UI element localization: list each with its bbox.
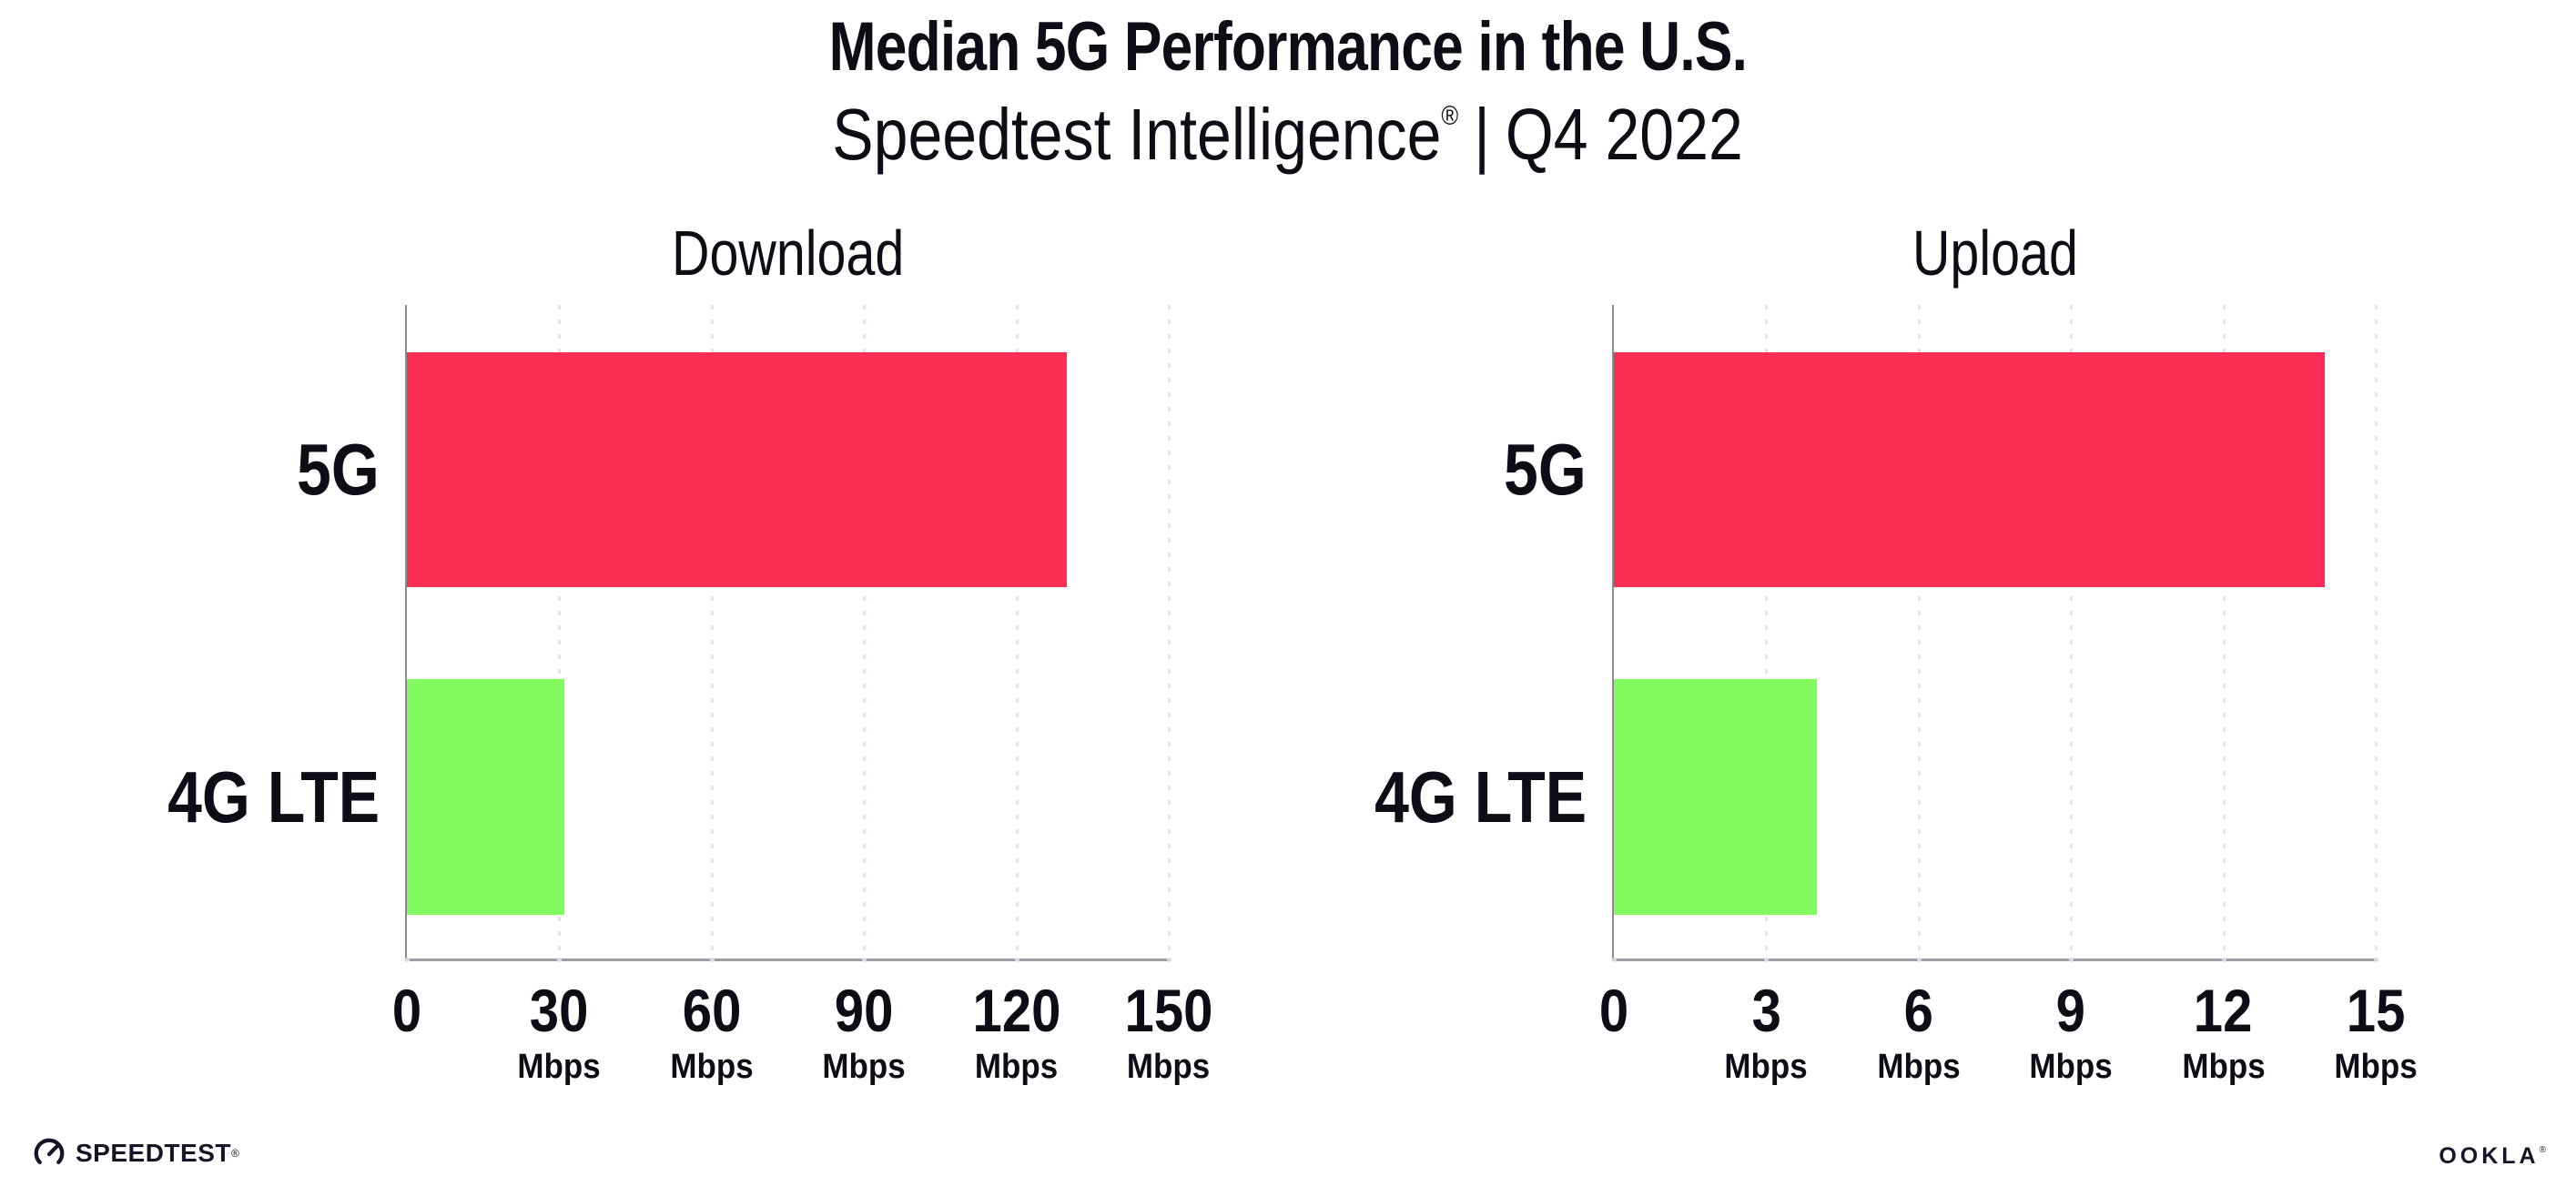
download-panel-title-text: Download (671, 218, 905, 289)
upload-panel-title: Upload (1614, 221, 2376, 285)
download-category-label-5g: 5G (282, 352, 380, 587)
registered-mark: ® (1441, 101, 1459, 131)
gridline (558, 305, 562, 959)
tick-value: 30 (530, 977, 589, 1044)
download-category-label-4g-lte: 4G LTE (130, 679, 380, 915)
tick-value: 0 (1598, 977, 1629, 1044)
speedtest-logo: SPEEDTEST ® (32, 1136, 239, 1171)
subtitle-product: Speedtest Intelligence (832, 94, 1442, 175)
download-chart: Download 5G 4G LTE 0 30 Mbps 60 Mbps 90 Mbps 12… (167, 221, 1212, 1084)
x-axis-tick-label: 9 Mbps (2026, 980, 2116, 1084)
tick-unit: Mbps (822, 1048, 906, 1086)
tick-mark (709, 958, 715, 962)
subtitle-separator: | (1474, 94, 1491, 175)
tick-value: 6 (1903, 977, 1933, 1044)
speedtest-wordmark: SPEEDTEST (76, 1139, 231, 1167)
tick-mark (2069, 958, 2074, 962)
tick-unit: Mbps (670, 1048, 754, 1086)
upload-bar-4g-lte (1614, 679, 1818, 915)
tick-mark (862, 958, 867, 962)
x-axis-tick-label: 12 Mbps (2178, 980, 2268, 1084)
gridline (1168, 305, 1171, 959)
tick-mark (1764, 958, 1770, 962)
x-axis-tick-label: 60 Mbps (666, 980, 756, 1084)
download-category-label-4g-lte-text: 4G LTE (167, 756, 380, 837)
download-category-label-5g-text: 5G (297, 429, 380, 510)
tick-mark (1916, 958, 1922, 962)
gridline (710, 305, 714, 959)
speedtest-gauge-icon (34, 1138, 65, 1169)
tick-value: 9 (2056, 977, 2086, 1044)
x-axis-tick-label: 6 Mbps (1873, 980, 1963, 1084)
subtitle-period: Q4 2022 (1506, 94, 1744, 175)
upload-category-label-5g-text: 5G (1504, 429, 1587, 510)
page-title: Median 5G Performance in the U.S. (0, 13, 2576, 82)
upload-category-label-5g: 5G (1489, 352, 1587, 587)
tick-value: 60 (682, 977, 742, 1044)
tick-value: 12 (2194, 977, 2253, 1044)
tick-mark (2221, 958, 2226, 962)
tick-value: 90 (834, 977, 894, 1044)
tick-unit: Mbps (1724, 1048, 1809, 1086)
tick-unit (1597, 1050, 1631, 1084)
gridline (2222, 305, 2226, 959)
x-axis-tick-label: 120 Mbps (967, 980, 1067, 1084)
x-axis-tick-label: 3 Mbps (1721, 980, 1811, 1084)
tick-unit: Mbps (2334, 1048, 2418, 1086)
upload-panel-title-text: Upload (1912, 218, 2078, 289)
download-bar-4g-lte (407, 679, 564, 915)
download-bar-5g (407, 352, 1068, 587)
tick-value: 3 (1751, 977, 1781, 1044)
upload-bar-5g (1614, 352, 2326, 587)
gridline (1917, 305, 1921, 959)
ookla-logo: OOKLA® (2439, 1143, 2546, 1170)
ookla-wordmark: OOKLA (2439, 1143, 2540, 1169)
tick-value: 15 (2346, 977, 2406, 1044)
tick-value: 0 (391, 977, 422, 1044)
tick-value: 150 (1124, 977, 1213, 1044)
x-axis-tick-label: 0 (1597, 980, 1631, 1084)
page-subtitle-text: Speedtest Intelligence® | Q4 2022 (833, 98, 1743, 171)
tick-mark (557, 958, 563, 962)
upload-chart: Upload 5G 4G LTE 0 3 Mbps 6 Mbps 9 Mbps 12 Mbps 1… (1374, 221, 2418, 1084)
page-subtitle: Speedtest Intelligence® | Q4 2022 (0, 98, 2576, 171)
tick-unit: Mbps (2181, 1048, 2266, 1086)
speedtest-registered-mark: ® (230, 1147, 239, 1160)
gridline (863, 305, 867, 959)
x-axis-tick-label: 150 Mbps (1119, 980, 1219, 1084)
tick-unit: Mbps (517, 1048, 602, 1086)
tick-mark (1014, 958, 1019, 962)
chart-header: Median 5G Performance in the U.S. Speedt… (0, 0, 2576, 171)
tick-mark (2374, 958, 2378, 962)
ookla-registered-mark: ® (2539, 1145, 2546, 1155)
gridline (2375, 305, 2378, 959)
x-axis-tick-label: 90 Mbps (819, 980, 909, 1084)
x-axis-tick-label: 15 Mbps (2330, 980, 2420, 1084)
x-axis-tick-label: 30 Mbps (514, 980, 604, 1084)
gridline (2070, 305, 2074, 959)
upload-category-label-4g-lte-text: 4G LTE (1374, 756, 1587, 837)
upload-category-label-4g-lte: 4G LTE (1337, 679, 1587, 915)
tick-unit: Mbps (1877, 1048, 1961, 1086)
tick-unit: Mbps (2029, 1048, 2113, 1086)
tick-mark (1167, 958, 1171, 962)
download-panel-title: Download (407, 221, 1169, 285)
gridline (1765, 305, 1769, 959)
tick-unit: Mbps (1127, 1048, 1211, 1086)
tick-unit (390, 1050, 424, 1084)
gridline (1015, 305, 1019, 959)
tick-mark (1612, 958, 1617, 962)
tick-unit: Mbps (974, 1048, 1059, 1086)
x-axis-tick-label: 0 (390, 980, 424, 1084)
page-title-text: Median 5G Performance in the U.S. (828, 8, 1748, 86)
tick-mark (405, 958, 410, 962)
tick-value: 120 (972, 977, 1061, 1044)
